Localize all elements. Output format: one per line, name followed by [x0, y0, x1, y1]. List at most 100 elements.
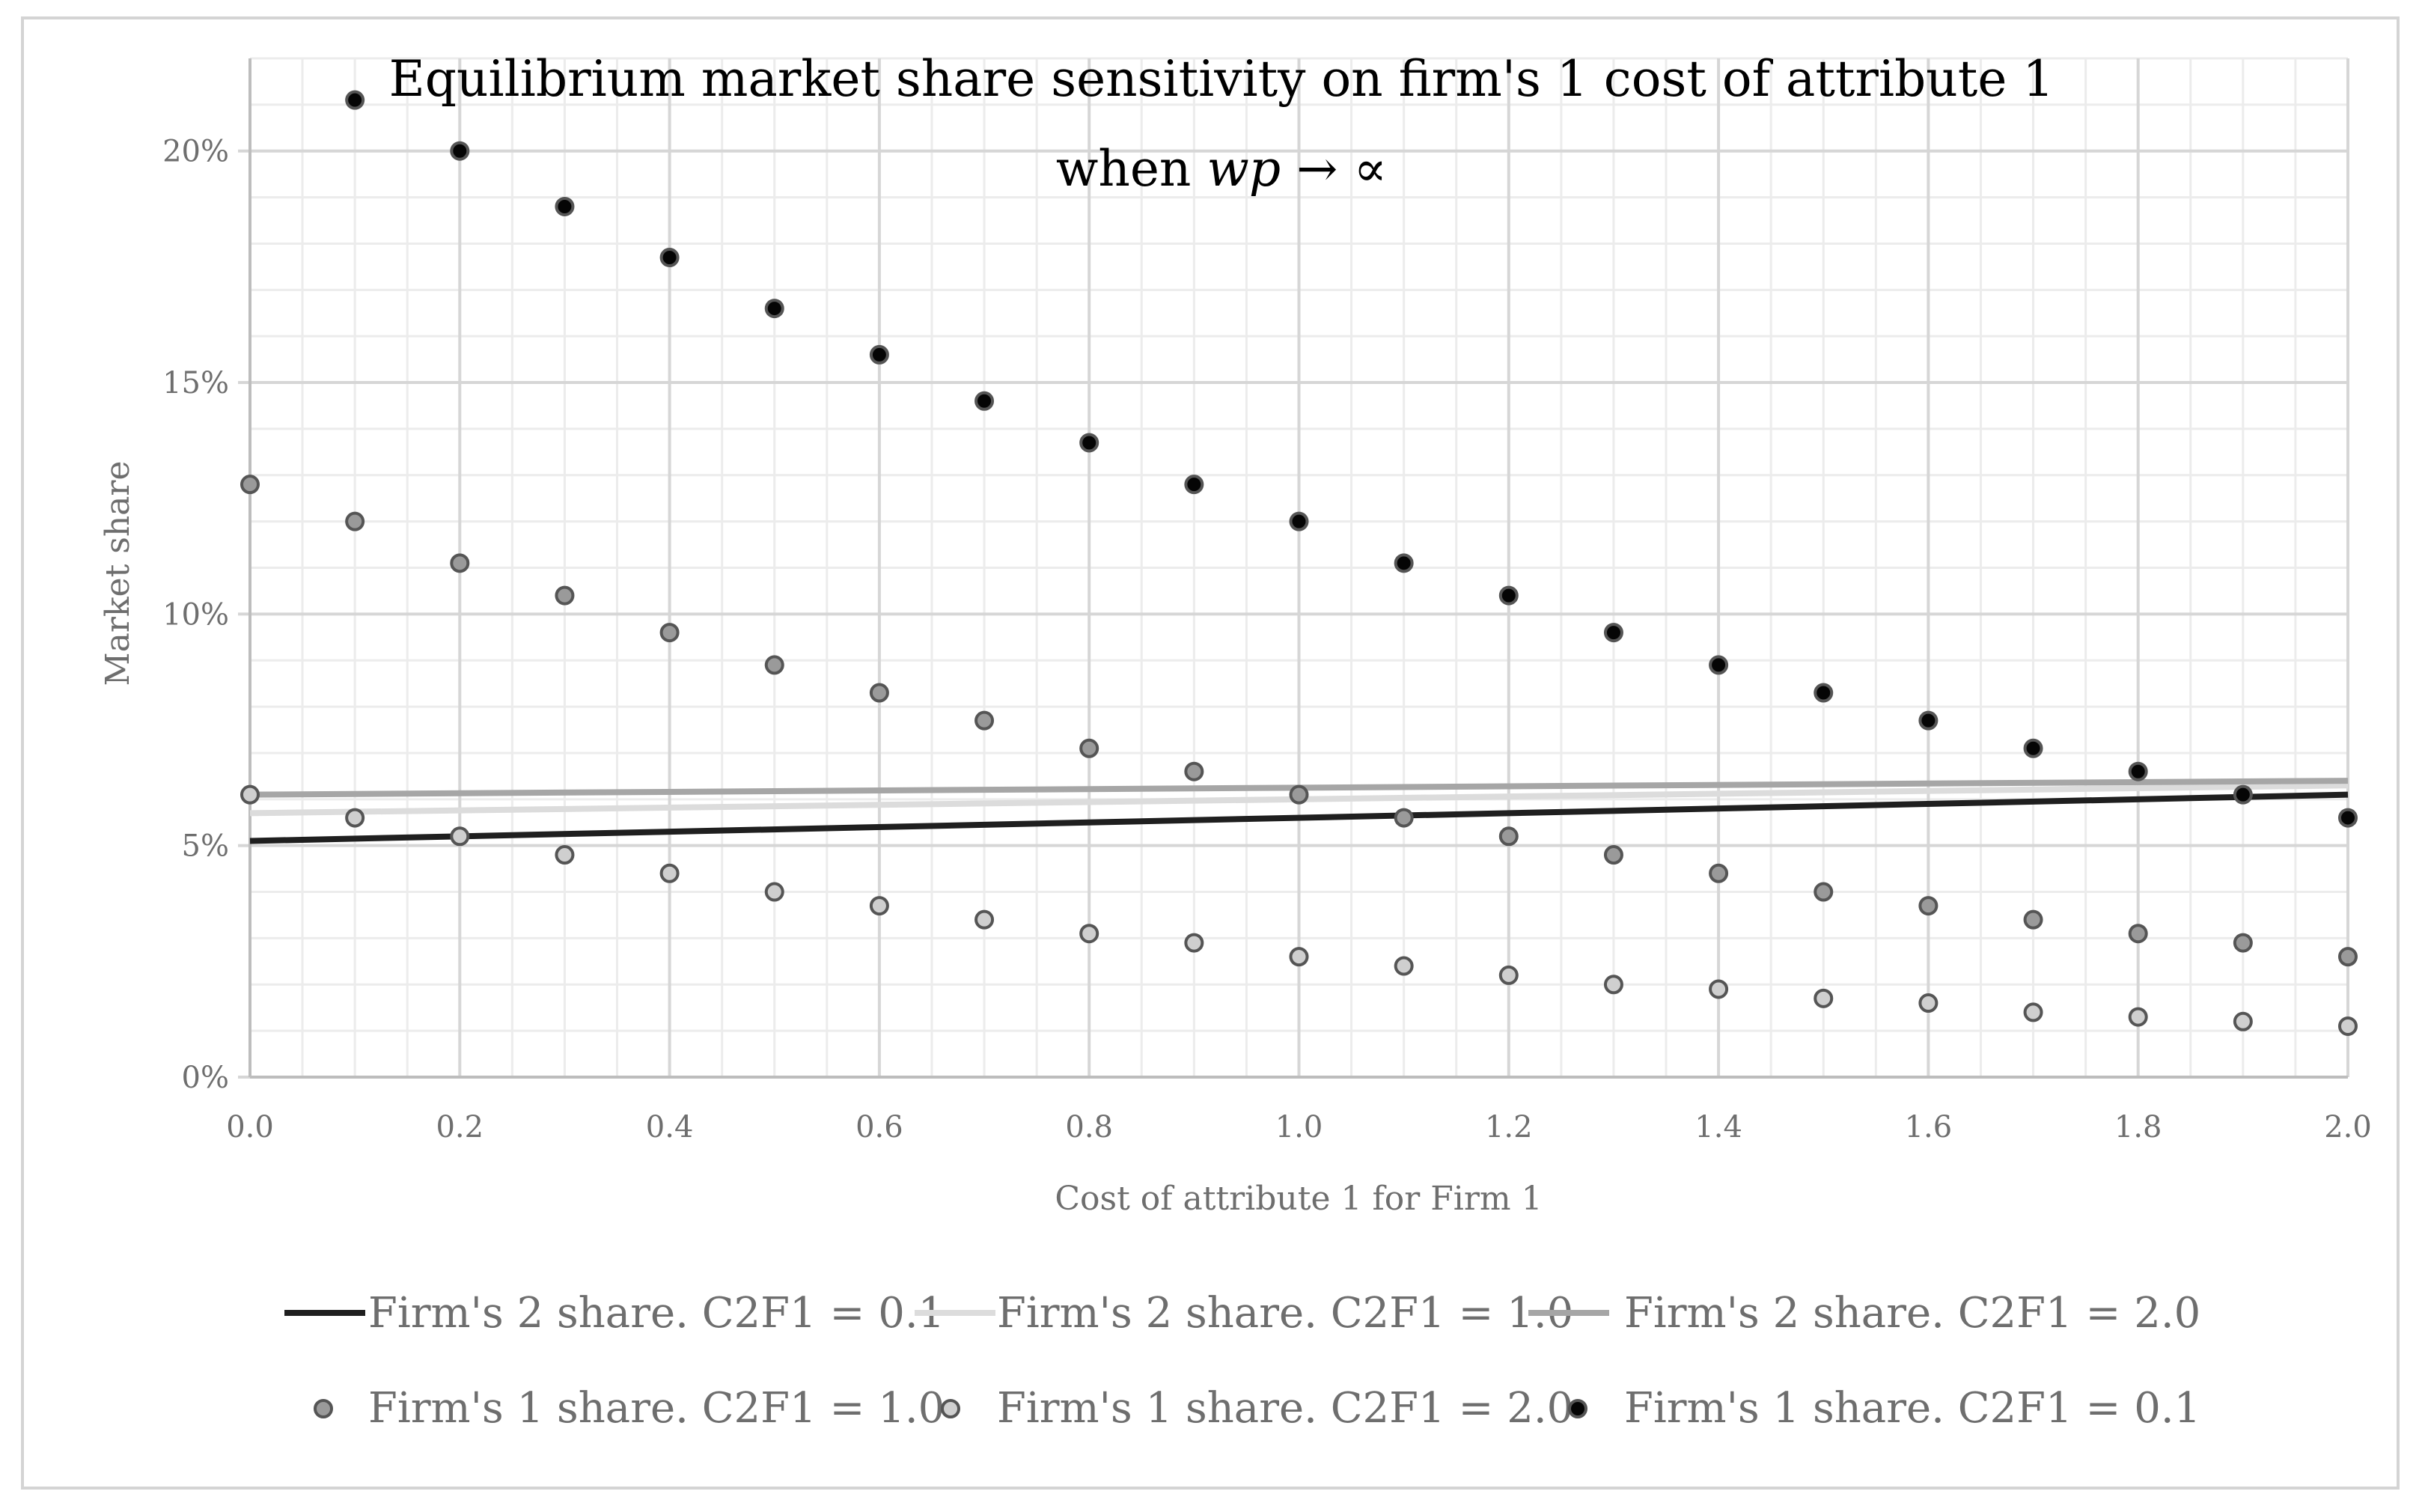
data-point [555, 196, 575, 216]
y-tick-label: 15% [162, 366, 229, 400]
data-point [1918, 993, 1939, 1013]
y-tick-label: 0% [182, 1061, 229, 1095]
data-point [869, 896, 889, 916]
data-point [1498, 826, 1519, 847]
data-point [1289, 947, 1309, 967]
legend-label: Firm's 1 share. C2F1 = 0.1 [1624, 1384, 2200, 1433]
subtitle-variable: wp [1207, 140, 1281, 198]
legend-label: Firm's 2 share. C2F1 = 1.0 [997, 1289, 1573, 1338]
data-point [1079, 433, 1099, 453]
data-point [1814, 988, 1834, 1008]
y-tick-label: 10% [162, 597, 229, 632]
data-point [1709, 655, 1729, 675]
x-tick-label: 0.8 [1065, 1110, 1113, 1144]
data-point [974, 909, 995, 930]
data-point [450, 141, 470, 161]
data-point [2338, 808, 2358, 828]
chart-svg: 0.0 0.2 0.4 0.6 0.8 1.0 1.2 1.4 1.6 1.8 2.0 0% 5% 10%… [99, 50, 2372, 1433]
data-point [1394, 553, 1414, 573]
data-point [1184, 933, 1204, 953]
x-tick-label: 1.4 [1695, 1110, 1742, 1144]
axes: 0.0 0.2 0.4 0.6 0.8 1.0 1.2 1.4 1.6 1.8 2.0 0% 5% 10%… [162, 58, 2372, 1144]
data-point [764, 882, 784, 902]
data-point [2233, 784, 2253, 805]
x-tick-label: 2.0 [2324, 1110, 2372, 1144]
data-point [345, 511, 365, 531]
x-tick-label: 1.0 [1275, 1110, 1323, 1144]
data-point [1918, 896, 1939, 916]
data-point [1814, 683, 1834, 703]
data-point [2023, 909, 2043, 930]
data-point [1394, 808, 1414, 828]
data-point [1814, 882, 1834, 902]
data-point [345, 808, 365, 828]
legend-point-swatch [941, 1399, 960, 1418]
data-point [764, 655, 784, 675]
subtitle-symbol: ∝ [1353, 140, 1387, 198]
data-point [869, 344, 889, 365]
data-point [974, 391, 995, 411]
subtitle-prefix: when [1056, 140, 1207, 198]
data-point [1184, 761, 1204, 781]
data-point [764, 299, 784, 319]
legend-point-swatch [1568, 1399, 1587, 1418]
data-point [2128, 1007, 2148, 1027]
data-point [1079, 738, 1099, 758]
data-point [2338, 947, 2358, 967]
data-point [2338, 1016, 2358, 1036]
x-tick-label: 1.6 [1905, 1110, 1953, 1144]
data-point [1289, 511, 1309, 531]
data-point [1603, 623, 1623, 643]
data-point [1918, 710, 1939, 731]
data-point [1709, 979, 1729, 999]
data-point [1289, 784, 1309, 805]
chart-frame: 0.0 0.2 0.4 0.6 0.8 1.0 1.2 1.4 1.6 1.8 2.0 0% 5% 10%… [21, 16, 2400, 1490]
data-point [2023, 738, 2043, 758]
legend-label: Firm's 1 share. C2F1 = 2.0 [997, 1384, 1573, 1433]
x-tick-label: 0.2 [436, 1110, 484, 1144]
data-point [1184, 475, 1204, 495]
data-point [555, 845, 575, 865]
data-point [659, 863, 680, 883]
data-point [1498, 585, 1519, 606]
data-point [1603, 845, 1623, 865]
x-tick-label: 1.8 [2114, 1110, 2162, 1144]
legend-label: Firm's 1 share. C2F1 = 1.0 [368, 1384, 945, 1433]
x-axis-label: Cost of attribute 1 for Firm 1 [1055, 1180, 1542, 1218]
y-tick-label: 20% [162, 135, 229, 169]
y-axis-label: Market share [99, 461, 137, 686]
x-tick-label: 0.0 [226, 1110, 274, 1144]
chart-title: Equilibrium market share sensitivity on … [389, 50, 2055, 108]
data-point [2233, 1011, 2253, 1031]
data-point [450, 553, 470, 573]
legend-point-swatch [314, 1399, 333, 1418]
data-point [1498, 965, 1519, 985]
data-point [1603, 975, 1623, 995]
data-point [2233, 933, 2253, 953]
series-line [249, 791, 2349, 844]
chart-subtitle: when wp → ∝ [1056, 140, 1387, 198]
grid [248, 57, 2349, 1079]
data-point [555, 585, 575, 606]
data-point [2023, 1002, 2043, 1022]
legend-label: Firm's 2 share. C2F1 = 0.1 [368, 1289, 945, 1338]
data-point [450, 826, 470, 847]
x-tick-label: 0.4 [646, 1110, 694, 1144]
x-tick-label: 1.2 [1485, 1110, 1533, 1144]
data-point [2128, 761, 2148, 781]
data-point [974, 710, 995, 731]
data-point [240, 475, 260, 495]
legend-label: Firm's 2 share. C2F1 = 2.0 [1624, 1289, 2200, 1338]
data-point [1394, 956, 1414, 976]
data-point [659, 623, 680, 643]
legend: Firm's 2 share. C2F1 = 0.1 Firm's 2 share… [284, 1289, 2200, 1433]
data-point [869, 683, 889, 703]
data-point [659, 248, 680, 268]
point-series [240, 90, 2358, 1036]
data-point [1079, 924, 1099, 944]
data-point [345, 90, 365, 110]
data-point [1709, 863, 1729, 883]
data-point [2128, 924, 2148, 944]
data-point [240, 784, 260, 805]
subtitle-arrow: → [1281, 140, 1353, 198]
